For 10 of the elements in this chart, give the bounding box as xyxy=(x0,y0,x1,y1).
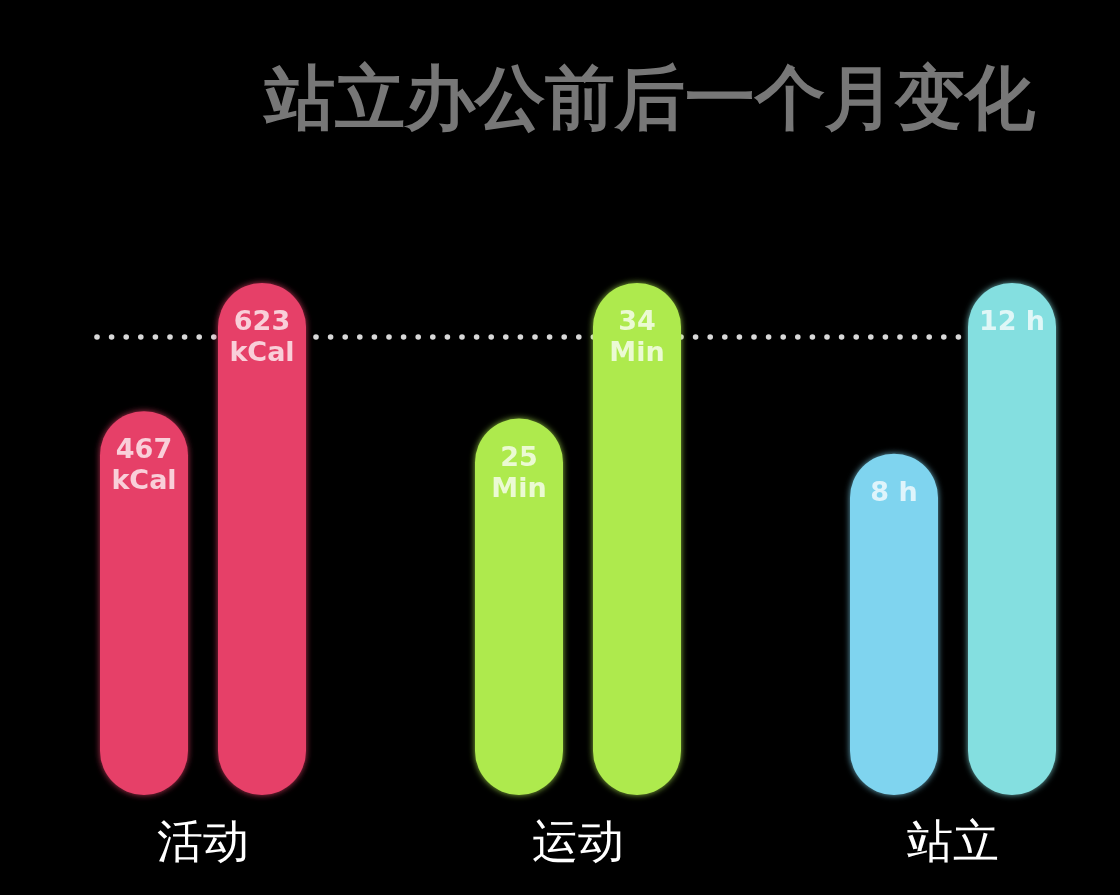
data-label: 623 kCal xyxy=(229,305,295,367)
data-label: 467 kCal xyxy=(111,433,177,496)
data-label: 25 Min xyxy=(491,440,547,503)
data-label: 12 h xyxy=(978,305,1046,336)
x-axis-title: 运动 xyxy=(532,814,624,868)
x-axis-title: 活动 xyxy=(157,814,249,868)
x-axis-title: 站立 xyxy=(907,814,999,868)
data-label: 34 Min xyxy=(609,305,665,367)
text: 站立办公前后一个月变化 xyxy=(262,57,1036,139)
data-label: 8 h xyxy=(870,475,918,507)
